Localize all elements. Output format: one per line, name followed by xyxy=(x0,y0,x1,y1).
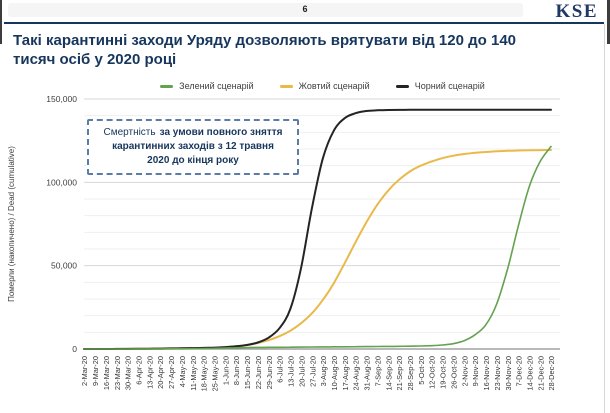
x-tick-label: 22-Jun-20 xyxy=(254,356,263,389)
x-tick-label: 13-Apr-20 xyxy=(145,356,154,389)
x-tick-label: 25-May-20 xyxy=(211,356,220,391)
header-background-band xyxy=(8,3,523,17)
x-tick-label: 9-Mar-20 xyxy=(91,356,100,386)
y-tick-label: 50,000 xyxy=(51,261,77,271)
x-tick-label: 16-Mar-20 xyxy=(102,356,111,390)
legend-marker-green xyxy=(160,84,174,88)
legend-label-black: Чорний сценарій xyxy=(414,81,485,91)
x-tick-label: 3-Aug-20 xyxy=(319,356,328,386)
x-tick-label: 6-Jul-20 xyxy=(276,356,285,383)
x-tick-label: 14-Dec-20 xyxy=(525,356,534,391)
x-tick-label: 28-Dec-20 xyxy=(547,356,556,391)
kse-logo: KSE xyxy=(555,1,598,22)
x-tick-label: 21-Dec-20 xyxy=(536,356,545,391)
slide-title: Такі карантинні заходи Уряду дозволяють … xyxy=(13,31,598,69)
slide-title-line2: тисяч осіб у 2020 році xyxy=(13,51,177,68)
y-tick-label: 150,000 xyxy=(46,94,77,104)
x-tick-label: 23-Nov-20 xyxy=(493,356,502,391)
annotation-line1-bold: за умови повного зняття xyxy=(159,127,283,138)
x-tick-label: 20-Jul-20 xyxy=(297,356,306,387)
x-tick-label: 31-Aug-20 xyxy=(363,356,372,391)
x-tick-label: 30-Mar-20 xyxy=(124,356,133,390)
x-tick-label: 21-Sep-20 xyxy=(395,356,404,391)
left-edge-strip xyxy=(0,0,2,44)
x-tick-label: 29-Jun-20 xyxy=(265,356,274,389)
x-tick-label: 30-Nov-20 xyxy=(504,356,513,391)
y-tick-label: 0 xyxy=(72,344,77,354)
annotation-box: Смертність за умови повного зняття карант… xyxy=(87,119,299,175)
x-tick-label: 18-May-20 xyxy=(200,356,209,391)
x-tick-label: 5-Oct-20 xyxy=(417,356,426,385)
legend-label-yellow: Жовтий сценарій xyxy=(298,81,370,91)
x-tick-label: 23-Mar-20 xyxy=(113,356,122,390)
x-tick-label: 7-Sep-20 xyxy=(373,356,382,386)
x-tick-label: 17-Aug-20 xyxy=(341,356,350,391)
x-tick-label: 7-Dec-20 xyxy=(515,356,524,386)
legend-label-green: Зелений сценарій xyxy=(179,81,254,91)
x-tick-label: 24-Aug-20 xyxy=(352,356,361,391)
legend-item-black: Чорний сценарій xyxy=(395,81,485,91)
legend-item-yellow: Жовтий сценарій xyxy=(279,81,370,91)
x-tick-label: 2-Mar-20 xyxy=(80,356,89,386)
x-tick-label: 26-Oct-20 xyxy=(449,356,458,389)
annotation-lead: Смертність xyxy=(103,127,156,138)
x-tick-label: 20-Apr-20 xyxy=(156,356,165,389)
right-edge-line xyxy=(604,24,605,413)
x-tick-label: 2-Nov-20 xyxy=(460,356,469,386)
slide-title-line1: Такі карантинні заходи Уряду дозволяють … xyxy=(13,32,517,49)
legend-item-green: Зелений сценарій xyxy=(160,81,254,91)
annotation-line1: Смертність за умови повного зняття xyxy=(91,126,295,140)
y-tick-label: 100,000 xyxy=(46,177,77,187)
x-tick-label: 16-Nov-20 xyxy=(482,356,491,391)
x-tick-label: 12-Oct-20 xyxy=(428,356,437,389)
x-tick-label: 15-Jun-20 xyxy=(243,356,252,389)
x-tick-label: 11-May-20 xyxy=(189,356,198,391)
header-rule xyxy=(4,22,604,24)
x-tick-label: 27-Apr-20 xyxy=(167,356,176,389)
legend-marker-black xyxy=(395,84,409,88)
x-tick-label: 10-Aug-20 xyxy=(330,356,339,391)
page-number: 6 xyxy=(302,4,308,14)
x-tick-label: 8-Jun-20 xyxy=(232,356,241,385)
x-tick-label: 9-Nov-20 xyxy=(471,356,480,386)
x-tick-label: 4-May-20 xyxy=(178,356,187,387)
annotation-line2: карантинних заходів з 12 травня xyxy=(112,141,274,152)
x-tick-label: 13-Jul-20 xyxy=(287,356,296,387)
x-tick-label: 14-Sep-20 xyxy=(384,356,393,391)
series-line-green-scenario xyxy=(83,145,552,350)
y-axis-title: Померли (накопичено) / Dead (cumulative) xyxy=(7,146,16,302)
x-tick-label: 19-Oct-20 xyxy=(439,356,448,389)
x-tick-label: 27-Jul-20 xyxy=(308,356,317,387)
annotation-line3: 2020 до кінця року xyxy=(147,155,239,166)
x-tick-label: 6-Apr-20 xyxy=(135,356,144,385)
legend-marker-yellow xyxy=(279,84,293,88)
x-tick-label: 28-Sep-20 xyxy=(406,356,415,391)
x-tick-label: 1-Jun-20 xyxy=(221,356,230,385)
chart-legend: Зелений сценарій Жовтий сценарій Чорний … xyxy=(84,81,561,91)
right-edge-strip xyxy=(607,0,610,44)
